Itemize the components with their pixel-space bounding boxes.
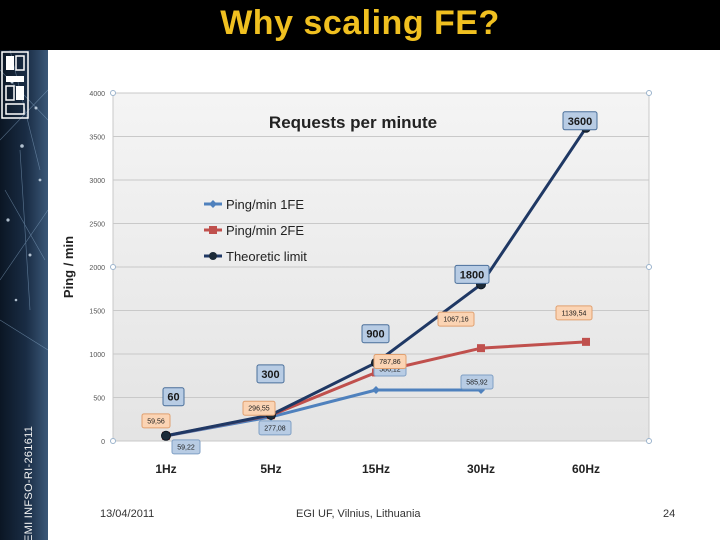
chart-title: Requests per minute bbox=[269, 113, 437, 132]
data-label-box bbox=[258, 420, 292, 436]
series-2fe-marker bbox=[582, 337, 590, 346]
x-tick-labels: 1Hz 5Hz 15Hz 30Hz 60Hz bbox=[155, 462, 600, 476]
legend-label: Ping/min 1FE bbox=[226, 197, 304, 212]
data-label: 1139,54 bbox=[562, 310, 587, 317]
data-label-box bbox=[562, 111, 598, 131]
emi-logo-mark bbox=[1, 51, 29, 119]
data-label-box bbox=[555, 305, 593, 321]
y-axis-label: Ping / min bbox=[61, 236, 76, 298]
page-number: 24 bbox=[663, 508, 676, 520]
data-label: 787,86 bbox=[379, 359, 401, 366]
footer-date: 13/04/2011 bbox=[100, 508, 155, 520]
y-tick-label: 4000 bbox=[89, 91, 105, 98]
footer-event: EGI UF, Vilnius, Lithuania bbox=[296, 508, 421, 520]
y-tick-label: 2000 bbox=[89, 265, 105, 272]
y-tick-label: 2500 bbox=[89, 222, 105, 229]
data-label: 59,56 bbox=[147, 418, 165, 425]
y-tick-label: 1500 bbox=[89, 309, 105, 316]
data-label-box bbox=[373, 353, 407, 369]
data-label: 3600 bbox=[568, 116, 592, 128]
series-theoretic-marker bbox=[161, 430, 171, 441]
legend-label: Ping/min 2FE bbox=[226, 223, 304, 238]
data-label-box bbox=[256, 364, 285, 384]
x-tick-label: 60Hz bbox=[572, 462, 600, 476]
chart-legend: Ping/min 1FE Ping/min 2FE Theoretic limit bbox=[204, 197, 307, 264]
document-id-label: EMI INFSO-RI-261611 bbox=[23, 425, 35, 540]
data-label-box bbox=[460, 374, 494, 390]
network-art bbox=[0, 50, 48, 351]
legend-marker bbox=[209, 200, 217, 208]
data-label-box bbox=[361, 324, 390, 344]
series-1fe-marker bbox=[372, 386, 380, 395]
data-labels: 59,22 277,08 586,12 585,92 59,56 296,55 787,86… bbox=[141, 111, 598, 455]
x-tick-label: 30Hz bbox=[467, 462, 495, 476]
legend-marker bbox=[209, 252, 217, 260]
data-label-box bbox=[437, 311, 475, 327]
y-tick-label: 3000 bbox=[89, 178, 105, 185]
slide-title-bar: Why scaling FE? bbox=[0, 0, 720, 50]
series-2fe-marker bbox=[477, 344, 485, 353]
y-tick-label: 500 bbox=[93, 396, 105, 403]
data-label: 1067,16 bbox=[443, 317, 468, 324]
data-label: 585,92 bbox=[466, 380, 488, 387]
slide-title: Why scaling FE? bbox=[220, 4, 500, 42]
y-tick-labels: 0 500 1000 1500 2000 2500 3000 3500 4000 bbox=[89, 91, 105, 446]
y-tick-label: 1000 bbox=[89, 352, 105, 359]
data-label: 300 bbox=[261, 369, 279, 381]
legend-marker bbox=[209, 226, 217, 234]
x-tick-label: 5Hz bbox=[260, 462, 281, 476]
data-label-box bbox=[242, 400, 276, 416]
y-tick-label: 0 bbox=[101, 439, 105, 446]
x-tick-label: 15Hz bbox=[362, 462, 390, 476]
data-label: 60 bbox=[167, 392, 179, 404]
data-label: 296,55 bbox=[248, 406, 270, 413]
left-decorative-band: EMI INFSO-RI-261611 bbox=[0, 50, 48, 540]
grid-lines bbox=[113, 136, 649, 398]
data-label: 277,08 bbox=[264, 425, 286, 432]
data-label: 59,22 bbox=[177, 444, 195, 451]
data-label-box bbox=[141, 413, 171, 429]
corner-handles bbox=[110, 90, 652, 444]
data-label: 586,12 bbox=[379, 367, 401, 374]
x-tick-label: 1Hz bbox=[155, 462, 176, 476]
y-tick-label: 3500 bbox=[89, 135, 105, 142]
legend-label: Theoretic limit bbox=[226, 249, 307, 264]
data-label: 900 bbox=[366, 329, 384, 341]
data-label-box bbox=[162, 387, 185, 407]
data-label-box bbox=[454, 264, 490, 284]
data-label: 1800 bbox=[460, 269, 484, 281]
data-label-box bbox=[171, 439, 201, 455]
